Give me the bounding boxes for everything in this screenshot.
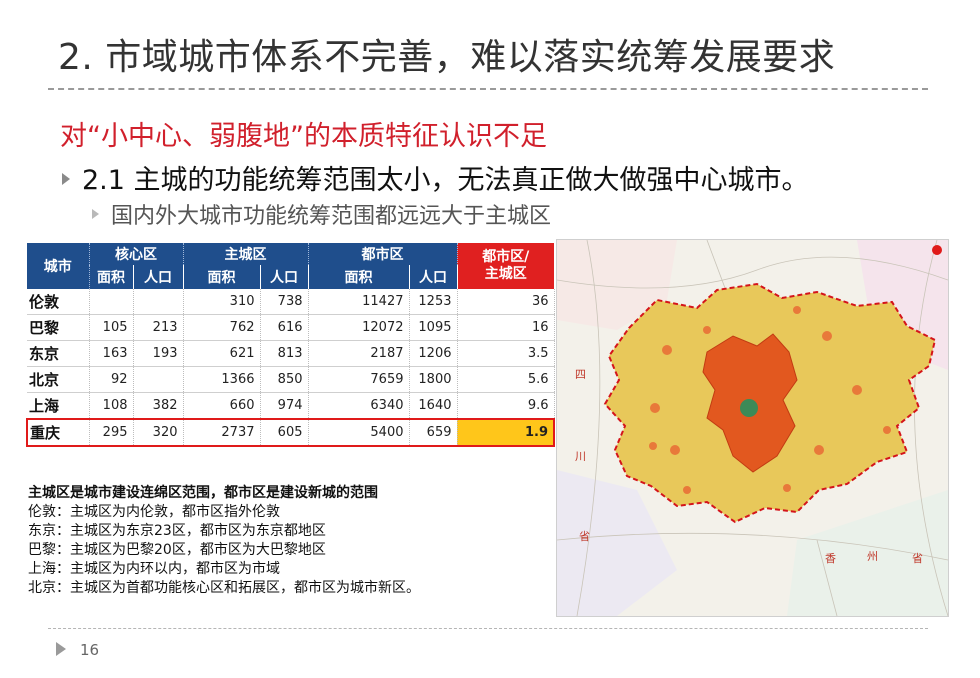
notes-block: 主城区是城市建设连绵区范围，都市区是建设新城的范围 伦敦：主城区为内伦敦，都市区… xyxy=(28,484,420,598)
table-row-highlighted: 重庆 295 320 2737 605 5400 659 1.9 xyxy=(26,418,555,447)
cell-metro-pop: 1253 xyxy=(409,289,458,315)
header-ratio-text: 都市区/主城区 xyxy=(482,249,530,282)
cell-core-pop: 213 xyxy=(133,314,184,341)
cell-main-pop: 850 xyxy=(260,366,309,393)
slide-title: 2. 市域城市体系不完善，难以落实统筹发展要求 xyxy=(58,37,836,78)
cell-ratio: 3.5 xyxy=(457,340,555,367)
cell-main-pop: 813 xyxy=(260,340,309,367)
cell-core-area xyxy=(89,289,134,315)
note-line: 巴黎：主城区为巴黎20区，都市区为大巴黎地区 xyxy=(28,542,326,558)
cell-core-area: 295 xyxy=(89,418,134,447)
map-label: 四 xyxy=(575,369,586,381)
cell-core-pop: 320 xyxy=(133,418,184,447)
cell-main-area: 310 xyxy=(183,289,261,315)
cell-metro-pop: 659 xyxy=(409,418,458,447)
table-row: 巴黎 105 213 762 616 12072 1095 16 xyxy=(27,314,555,341)
cell-core-pop xyxy=(133,289,184,315)
table-row: 东京 163 193 621 813 2187 1206 3.5 xyxy=(27,340,555,367)
header-city: 城市 xyxy=(27,243,90,289)
comparison-table-container: 城市 核心区 主城区 都市区 都市区/主城区 面积 人口 面积 人口 面积 人口… xyxy=(26,243,555,447)
cell-ratio: 16 xyxy=(457,314,555,341)
bullet-level2-text: 国内外大城市功能统筹范围都远远大于主城区 xyxy=(111,204,552,229)
bullet-triangle-icon xyxy=(92,209,99,219)
map-label: 省 xyxy=(579,530,590,543)
cell-core-area: 163 xyxy=(89,340,134,367)
cell-metro-area: 7659 xyxy=(308,366,410,393)
header-main-area: 面积 xyxy=(183,265,261,289)
cell-ratio: 5.6 xyxy=(457,366,555,393)
cell-metro-pop: 1206 xyxy=(409,340,458,367)
header-metro: 都市区 xyxy=(308,243,458,265)
map-label: 川 xyxy=(575,451,586,463)
cell-city: 上海 xyxy=(27,392,90,420)
cell-main-area: 1366 xyxy=(183,366,261,393)
cell-metro-pop: 1640 xyxy=(409,392,458,420)
page-number: 16 xyxy=(80,641,100,659)
table-row: 伦敦 310 738 11427 1253 36 xyxy=(27,289,555,315)
cell-ratio: 9.6 xyxy=(457,392,555,420)
cell-main-pop: 974 xyxy=(260,392,309,420)
cell-city: 东京 xyxy=(27,340,90,367)
cell-metro-pop: 1800 xyxy=(409,366,458,393)
header-core-pop: 人口 xyxy=(133,265,184,289)
title-divider xyxy=(48,88,928,90)
cell-core-pop: 193 xyxy=(133,340,184,367)
slide-subtitle: 对“小中心、弱腹地”的本质特征认识不足 xyxy=(60,121,547,152)
bullet-level1: 2.1 主城的功能统筹范围太小，无法真正做大做强中心城市。 xyxy=(62,158,809,197)
notes-heading: 主城区是城市建设连绵区范围，都市区是建设新城的范围 xyxy=(28,485,378,501)
header-core-area: 面积 xyxy=(89,265,134,289)
cell-ratio: 1.9 xyxy=(457,418,555,447)
map-label: 州 xyxy=(867,551,878,563)
cell-ratio: 36 xyxy=(457,289,555,315)
footer-triangle-icon xyxy=(56,641,66,656)
cell-metro-area: 11427 xyxy=(308,289,410,315)
cell-main-area: 621 xyxy=(183,340,261,367)
bullet-triangle-icon xyxy=(62,172,70,185)
header-metro-pop: 人口 xyxy=(409,265,458,289)
bullet-level2: 国内外大城市功能统筹范围都远远大于主城区 xyxy=(92,198,551,230)
note-line: 东京：主城区为东京23区，都市区为东京都地区 xyxy=(28,523,326,539)
cell-core-area: 92 xyxy=(89,366,134,393)
cell-city: 北京 xyxy=(27,366,90,393)
footer: 16 xyxy=(56,641,99,659)
cell-metro-area: 6340 xyxy=(308,392,410,420)
cell-metro-area: 2187 xyxy=(308,340,410,367)
cell-core-pop xyxy=(133,366,184,393)
bullet-level1-text: 2.1 主城的功能统筹范围太小，无法真正做大做强中心城市。 xyxy=(82,165,809,196)
map-label: 香 xyxy=(825,552,836,565)
cell-city: 重庆 xyxy=(26,418,90,447)
cell-core-area: 108 xyxy=(89,392,134,420)
city-comparison-table: 城市 核心区 主城区 都市区 都市区/主城区 面积 人口 面积 人口 面积 人口… xyxy=(26,243,555,447)
cell-metro-area: 12072 xyxy=(308,314,410,341)
cell-city: 巴黎 xyxy=(27,314,90,341)
note-line: 伦敦：主城区为内伦敦，都市区指外伦敦 xyxy=(28,504,280,520)
chongqing-metro-map: 四 川 省 香 州 省 xyxy=(556,239,949,617)
header-main-pop: 人口 xyxy=(260,265,309,289)
cell-core-area: 105 xyxy=(89,314,134,341)
header-core: 核心区 xyxy=(89,243,184,265)
cell-main-area: 2737 xyxy=(183,418,261,447)
cell-metro-pop: 1095 xyxy=(409,314,458,341)
cell-main-pop: 605 xyxy=(260,418,309,447)
cell-main-pop: 738 xyxy=(260,289,309,315)
footer-divider xyxy=(48,628,928,629)
table-row: 北京 92 1366 850 7659 1800 5.6 xyxy=(27,366,555,393)
header-ratio: 都市区/主城区 xyxy=(457,243,554,289)
cell-main-pop: 616 xyxy=(260,314,309,341)
map-label: 省 xyxy=(912,552,923,565)
cell-metro-area: 5400 xyxy=(308,418,410,447)
note-line: 北京：主城区为首都功能核心区和拓展区，都市区为城市新区。 xyxy=(28,580,420,596)
note-line: 上海：主城区为内环以内，都市区为市域 xyxy=(28,561,280,577)
cell-main-area: 762 xyxy=(183,314,261,341)
cell-city: 伦敦 xyxy=(27,289,90,315)
cell-core-pop: 382 xyxy=(133,392,184,420)
cell-main-area: 660 xyxy=(183,392,261,420)
table-row: 上海 108 382 660 974 6340 1640 9.6 xyxy=(27,392,555,420)
header-metro-area: 面积 xyxy=(308,265,410,289)
map-svg: 四 川 省 香 州 省 xyxy=(556,239,949,617)
header-main: 主城区 xyxy=(183,243,309,265)
